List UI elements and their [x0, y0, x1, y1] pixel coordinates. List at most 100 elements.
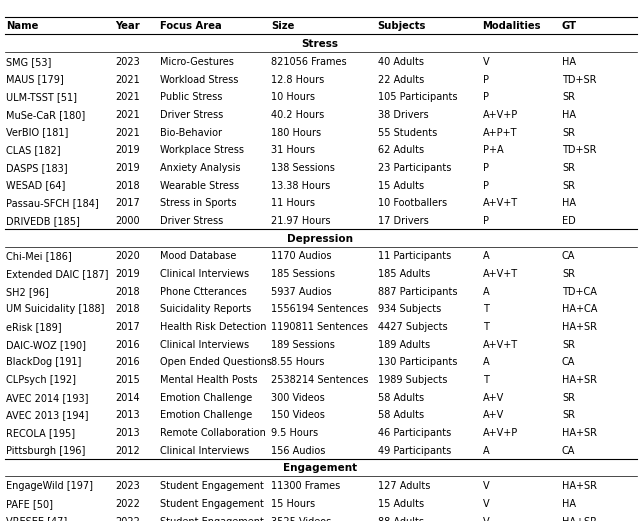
Text: 10 Hours: 10 Hours — [271, 92, 316, 102]
Text: HA+SR: HA+SR — [562, 481, 597, 491]
Text: 2000: 2000 — [115, 216, 140, 226]
Text: 2538214 Sentences: 2538214 Sentences — [271, 375, 369, 385]
Text: Clinical Interviews: Clinical Interviews — [160, 446, 249, 456]
Text: TD+CA: TD+CA — [562, 287, 596, 296]
Text: 55 Students: 55 Students — [378, 128, 437, 138]
Text: EngageWild [197]: EngageWild [197] — [6, 481, 93, 491]
Text: Chi-Mei [186]: Chi-Mei [186] — [6, 251, 72, 262]
Text: Mood Database: Mood Database — [160, 251, 236, 262]
Text: Phone Ctterances: Phone Ctterances — [160, 287, 247, 296]
Text: 2016: 2016 — [115, 357, 140, 367]
Text: 2018: 2018 — [115, 287, 140, 296]
Text: 58 Adults: 58 Adults — [378, 411, 424, 420]
Text: 1170 Audios: 1170 Audios — [271, 251, 332, 262]
Text: 49 Participants: 49 Participants — [378, 446, 451, 456]
Text: 11300 Frames: 11300 Frames — [271, 481, 340, 491]
Text: HA+SR: HA+SR — [562, 322, 597, 332]
Text: WESAD [64]: WESAD [64] — [6, 181, 66, 191]
Text: 4427 Subjects: 4427 Subjects — [378, 322, 447, 332]
Text: Clinical Interviews: Clinical Interviews — [160, 340, 249, 350]
Text: SR: SR — [562, 340, 575, 350]
Text: ULM-TSST [51]: ULM-TSST [51] — [6, 92, 77, 102]
Text: 2022: 2022 — [115, 499, 140, 509]
Text: Extended DAIC [187]: Extended DAIC [187] — [6, 269, 109, 279]
Text: SR: SR — [562, 128, 575, 138]
Text: A+V: A+V — [483, 411, 504, 420]
Text: 821056 Frames: 821056 Frames — [271, 57, 347, 67]
Text: 13.38 Hours: 13.38 Hours — [271, 181, 331, 191]
Text: Stress: Stress — [301, 39, 339, 49]
Text: 2017: 2017 — [115, 199, 140, 208]
Text: TD+SR: TD+SR — [562, 75, 596, 84]
Text: Depression: Depression — [287, 233, 353, 244]
Text: A: A — [483, 287, 489, 296]
Text: 88 Adults: 88 Adults — [378, 516, 424, 521]
Text: SR: SR — [562, 181, 575, 191]
Text: 1556194 Sentences: 1556194 Sentences — [271, 304, 369, 314]
Text: HA+SR: HA+SR — [562, 375, 597, 385]
Text: CA: CA — [562, 251, 575, 262]
Text: 23 Participants: 23 Participants — [378, 163, 451, 173]
Text: A+P+T: A+P+T — [483, 128, 517, 138]
Text: Modalities: Modalities — [483, 21, 541, 31]
Text: 180 Hours: 180 Hours — [271, 128, 321, 138]
Text: AVEC 2014 [193]: AVEC 2014 [193] — [6, 393, 89, 403]
Text: 62 Adults: 62 Adults — [378, 145, 424, 155]
Text: P: P — [483, 163, 488, 173]
Text: SR: SR — [562, 92, 575, 102]
Text: 2021: 2021 — [115, 75, 140, 84]
Text: 8.55 Hours: 8.55 Hours — [271, 357, 324, 367]
Text: CLAS [182]: CLAS [182] — [6, 145, 61, 155]
Text: 2018: 2018 — [115, 181, 140, 191]
Text: Driver Stress: Driver Stress — [160, 216, 223, 226]
Text: Clinical Interviews: Clinical Interviews — [160, 269, 249, 279]
Text: P+A: P+A — [483, 145, 503, 155]
Text: Student Engagement: Student Engagement — [160, 516, 264, 521]
Text: 2013: 2013 — [115, 428, 140, 438]
Text: V: V — [483, 481, 489, 491]
Text: 2019: 2019 — [115, 163, 140, 173]
Text: 2013: 2013 — [115, 411, 140, 420]
Text: 2019: 2019 — [115, 269, 140, 279]
Text: P: P — [483, 216, 488, 226]
Text: 2012: 2012 — [115, 446, 140, 456]
Text: 2019: 2019 — [115, 145, 140, 155]
Text: Driver Stress: Driver Stress — [160, 110, 223, 120]
Text: HA: HA — [562, 110, 576, 120]
Text: Student Engagement: Student Engagement — [160, 499, 264, 509]
Text: 38 Drivers: 38 Drivers — [378, 110, 428, 120]
Text: VerBIO [181]: VerBIO [181] — [6, 128, 68, 138]
Text: 40.2 Hours: 40.2 Hours — [271, 110, 324, 120]
Text: 150 Videos: 150 Videos — [271, 411, 325, 420]
Text: 2021: 2021 — [115, 110, 140, 120]
Text: 22 Adults: 22 Adults — [378, 75, 424, 84]
Text: T: T — [483, 322, 488, 332]
Text: HA: HA — [562, 57, 576, 67]
Text: 185 Adults: 185 Adults — [378, 269, 430, 279]
Text: 2023: 2023 — [115, 57, 140, 67]
Text: Size: Size — [271, 21, 295, 31]
Text: V: V — [483, 499, 489, 509]
Text: HA+CA: HA+CA — [562, 304, 597, 314]
Text: SH2 [96]: SH2 [96] — [6, 287, 49, 296]
Text: 11 Hours: 11 Hours — [271, 199, 316, 208]
Text: 58 Adults: 58 Adults — [378, 393, 424, 403]
Text: T: T — [483, 304, 488, 314]
Text: Micro-Gestures: Micro-Gestures — [160, 57, 234, 67]
Text: 10 Footballers: 10 Footballers — [378, 199, 447, 208]
Text: 9.5 Hours: 9.5 Hours — [271, 428, 319, 438]
Text: 105 Participants: 105 Participants — [378, 92, 457, 102]
Text: Passau-SFCH [184]: Passau-SFCH [184] — [6, 199, 99, 208]
Text: HA: HA — [562, 499, 576, 509]
Text: Wearable Stress: Wearable Stress — [160, 181, 239, 191]
Text: 2015: 2015 — [115, 375, 140, 385]
Text: 189 Adults: 189 Adults — [378, 340, 429, 350]
Text: A+V+T: A+V+T — [483, 340, 518, 350]
Text: DAIC-WOZ [190]: DAIC-WOZ [190] — [6, 340, 86, 350]
Text: Pittsburgh [196]: Pittsburgh [196] — [6, 446, 86, 456]
Text: 2021: 2021 — [115, 92, 140, 102]
Text: 934 Subjects: 934 Subjects — [378, 304, 441, 314]
Text: 40 Adults: 40 Adults — [378, 57, 424, 67]
Text: 15 Hours: 15 Hours — [271, 499, 316, 509]
Text: P: P — [483, 92, 488, 102]
